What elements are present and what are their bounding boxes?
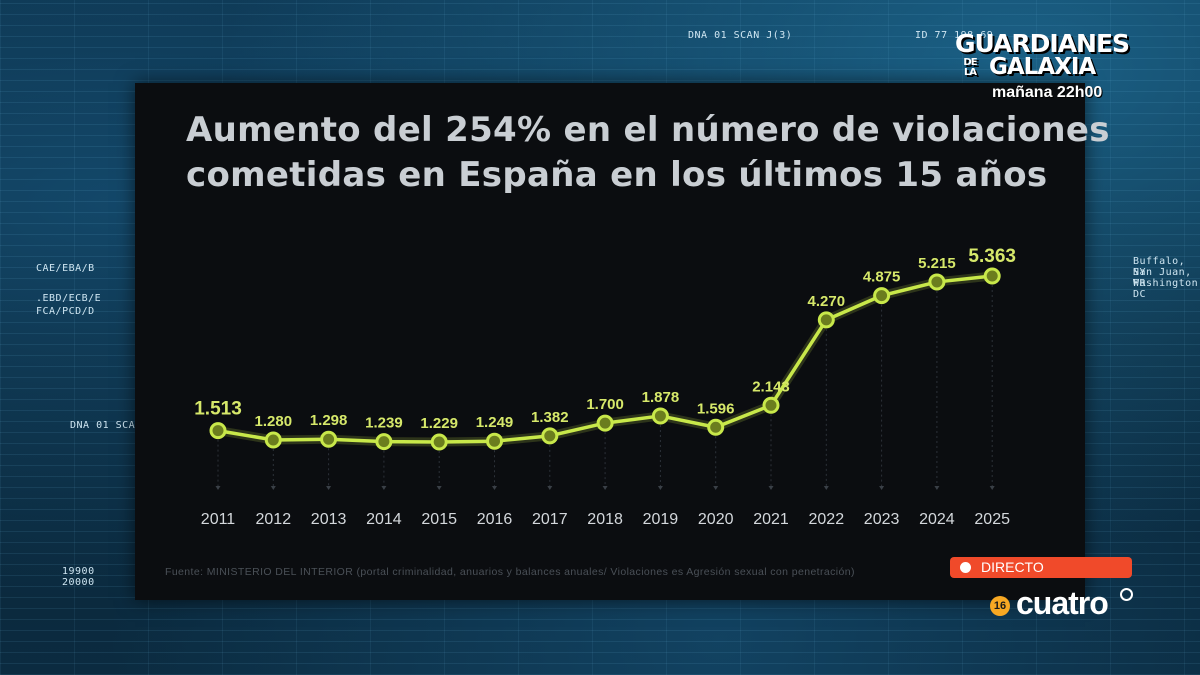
drop-line-arrow bbox=[436, 486, 442, 490]
drop-line-arrow bbox=[326, 486, 332, 490]
drop-line-arrow bbox=[934, 486, 940, 490]
bg-nums-2: 20000 bbox=[62, 577, 95, 588]
promo-schedule: mañana 22h00 bbox=[992, 84, 1103, 101]
x-tick-label: 2016 bbox=[477, 511, 513, 528]
data-label: 5.363 bbox=[968, 246, 1016, 267]
x-tick-label: 2017 bbox=[532, 511, 568, 528]
x-tick-label: 2021 bbox=[753, 511, 789, 528]
bg-city-1: Buffalo, NY bbox=[1133, 256, 1186, 278]
drop-line-arrow bbox=[381, 486, 387, 490]
promo-logo: GUARDIANES DE LA GALAXIA mañana 22h00 bbox=[955, 29, 1145, 102]
x-tick-label: 2023 bbox=[864, 511, 900, 528]
data-point bbox=[817, 311, 835, 329]
data-label: 1.239 bbox=[365, 415, 403, 432]
bg-city-2: San Juan, PR bbox=[1133, 267, 1192, 289]
data-label: 1.298 bbox=[310, 412, 348, 429]
x-tick-label: 2013 bbox=[311, 511, 347, 528]
bg-code-3: CAE/EBA/B bbox=[36, 263, 95, 274]
data-label: 1.382 bbox=[531, 409, 569, 426]
drop-line-arrow bbox=[215, 486, 221, 490]
drop-line-arrow bbox=[823, 486, 829, 490]
data-point bbox=[486, 432, 503, 450]
x-tick-label: 2019 bbox=[643, 511, 679, 528]
chart-title-line-1: Aumento del 254% en el número de violaci… bbox=[186, 110, 1110, 150]
promo-title-line-2: GALAXIA bbox=[989, 54, 1096, 80]
data-point bbox=[651, 407, 669, 425]
drop-line-arrow bbox=[492, 486, 497, 490]
age-rating-badge: 16 bbox=[990, 596, 1010, 616]
data-label: 1.596 bbox=[697, 400, 735, 417]
data-label: 1.513 bbox=[194, 399, 242, 420]
drop-line-arrow bbox=[657, 486, 663, 490]
chart-title-line-2: cometidas en España en los últimos 15 añ… bbox=[186, 155, 1048, 195]
source-note: Fuente: MINISTERIO DEL INTERIOR (portal … bbox=[165, 566, 855, 578]
data-label: 1.229 bbox=[420, 415, 458, 432]
data-point bbox=[541, 427, 559, 445]
x-tick-label: 2012 bbox=[256, 511, 292, 528]
data-point bbox=[320, 430, 338, 448]
data-label: 2.143 bbox=[752, 378, 790, 395]
data-point bbox=[264, 431, 282, 449]
data-point bbox=[596, 414, 614, 432]
bg-nums-1: 19900 bbox=[62, 566, 95, 577]
live-badge-label: DIRECTO bbox=[981, 559, 1044, 575]
channel-name: cuatro bbox=[1016, 585, 1109, 621]
x-tick-label: 2018 bbox=[587, 511, 623, 528]
bg-scan-left: DNA 01 SCAN bbox=[70, 420, 142, 431]
data-label: 1.878 bbox=[642, 389, 680, 406]
drop-line-arrow bbox=[713, 486, 719, 490]
bg-code-2: FCA/PCD/D bbox=[36, 306, 95, 317]
bg-city-3: Washington, DC bbox=[1133, 278, 1200, 300]
promo-de-la: DE LA bbox=[963, 56, 977, 78]
bg-scan-label: DNA 01 SCAN J(3) bbox=[688, 30, 793, 41]
bg-code-1: .EBD/ECB/E bbox=[36, 293, 102, 304]
live-dot-icon bbox=[960, 562, 971, 573]
data-label: 4.270 bbox=[808, 293, 846, 310]
data-label: 4.875 bbox=[863, 269, 901, 286]
data-point bbox=[707, 418, 725, 436]
promo-title-line-2-wrap: DE LA GALAXIA bbox=[963, 56, 1145, 79]
chart-title: Aumento del 254% en el número de violaci… bbox=[186, 108, 1110, 198]
x-tick-label: 2011 bbox=[201, 511, 236, 528]
drop-line-arrow bbox=[768, 486, 774, 490]
x-tick-label: 2025 bbox=[974, 511, 1010, 528]
data-label: 5.215 bbox=[918, 255, 956, 272]
data-label: 1.280 bbox=[255, 413, 293, 430]
channel-ring-icon bbox=[1120, 588, 1133, 601]
data-point bbox=[430, 433, 448, 451]
data-point bbox=[928, 273, 946, 291]
x-tick-label: 2024 bbox=[919, 511, 955, 528]
data-point bbox=[209, 422, 227, 440]
live-badge: DIRECTO bbox=[950, 557, 1132, 578]
data-label: 1.249 bbox=[476, 414, 514, 431]
promo-title-line-1: GUARDIANES bbox=[955, 29, 1130, 58]
x-tick-label: 2022 bbox=[809, 511, 845, 528]
data-point bbox=[375, 433, 393, 451]
x-tick-label: 2020 bbox=[698, 511, 734, 528]
drop-line-arrow bbox=[989, 486, 995, 490]
bg-scan-id: ID 77 198 69 bbox=[915, 30, 994, 41]
data-label: 1.700 bbox=[586, 396, 624, 413]
drop-line-arrow bbox=[547, 486, 553, 490]
data-point bbox=[983, 267, 1001, 285]
data-point bbox=[762, 396, 780, 414]
drop-line-arrow bbox=[879, 486, 885, 490]
x-tick-label: 2015 bbox=[421, 511, 457, 528]
drop-line-arrow bbox=[602, 486, 608, 490]
x-tick-label: 2014 bbox=[366, 511, 402, 528]
drop-line-arrow bbox=[270, 486, 276, 490]
chart-panel bbox=[135, 83, 1085, 600]
data-point bbox=[873, 287, 891, 305]
